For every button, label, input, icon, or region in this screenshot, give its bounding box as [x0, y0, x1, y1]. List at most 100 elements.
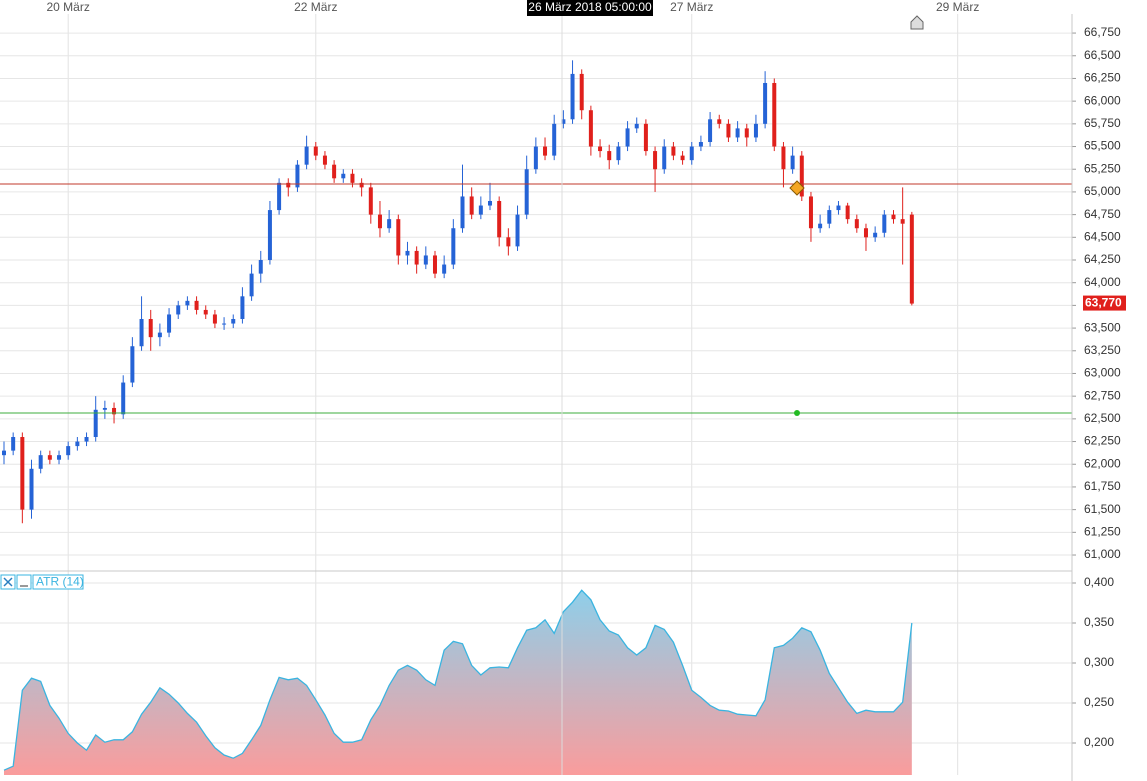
candle-body	[66, 446, 71, 456]
candle-body	[854, 219, 859, 229]
candle-body	[698, 141, 703, 147]
candle-body	[845, 205, 850, 220]
y-tick-label: 0,200	[1084, 735, 1114, 749]
candle-body	[863, 228, 868, 238]
candle-body	[570, 73, 575, 120]
candle-body	[185, 300, 190, 306]
y-tick-label: 61,250	[1084, 525, 1121, 539]
candle-body	[671, 146, 676, 156]
home-icon[interactable]	[910, 15, 924, 30]
candle-body	[84, 437, 89, 442]
candle-body	[708, 119, 713, 142]
y-tick-label: 64,750	[1084, 207, 1121, 221]
candle-body	[75, 441, 80, 447]
candle-body	[900, 219, 905, 224]
candle-body	[414, 250, 419, 265]
y-tick-label: 65,250	[1084, 161, 1121, 175]
candle-body	[332, 164, 337, 179]
candle-body	[790, 155, 795, 170]
candle-body	[552, 123, 557, 156]
candle-body	[533, 146, 538, 170]
candle-body	[497, 200, 502, 238]
y-tick-label: 63,500	[1084, 320, 1121, 334]
area-line	[3, 589, 913, 771]
candle-body	[377, 214, 382, 229]
last-price-label: 63,770	[1085, 296, 1122, 310]
y-tick-label: 0,300	[1084, 655, 1114, 669]
candle-body	[203, 309, 208, 315]
close-icon	[3, 577, 13, 587]
y-tick-label: 62,500	[1084, 411, 1121, 425]
candle-body	[717, 119, 722, 124]
candle-body	[130, 346, 135, 383]
candle-body	[524, 169, 529, 215]
candle-body	[102, 407, 107, 410]
candle-body	[735, 128, 740, 138]
candle-body	[772, 82, 777, 147]
x-tick-label: 20 März	[47, 0, 90, 14]
candle-body	[313, 146, 318, 156]
last-price-box	[1083, 295, 1126, 311]
marks	[0, 60, 1072, 775]
candle-body	[643, 123, 648, 152]
candle-body	[882, 214, 887, 233]
candle-body	[112, 407, 117, 415]
candle-body	[689, 146, 694, 161]
candle-body	[781, 146, 786, 170]
candle-body	[359, 182, 364, 188]
candle-body	[836, 205, 841, 211]
y-tick-label: 0,350	[1084, 615, 1114, 629]
candle-body	[753, 123, 758, 138]
y-tick-label: 0,400	[1084, 575, 1114, 589]
candle-body	[744, 128, 749, 138]
y-tick-label: 62,000	[1084, 456, 1121, 470]
candle-body	[167, 314, 172, 333]
candle-body	[478, 205, 483, 215]
candle-body	[616, 146, 621, 161]
minimize-button[interactable]	[16, 574, 32, 590]
y-tick-label: 64,250	[1084, 252, 1121, 266]
y-tick-label: 66,750	[1084, 25, 1121, 39]
area-fill	[4, 590, 912, 775]
y-tick-label: 66,250	[1084, 71, 1121, 85]
candle-body	[194, 300, 199, 310]
candle-body	[258, 260, 263, 274]
candle-body	[231, 319, 236, 324]
y-tick-label: 66,000	[1084, 93, 1121, 107]
candle-body	[827, 210, 832, 224]
indicator-box[interactable]	[32, 574, 84, 590]
candle-body	[726, 123, 731, 138]
candle-body	[240, 296, 245, 320]
candle-body	[432, 255, 437, 274]
candle-body	[157, 332, 162, 338]
candle-body	[818, 223, 823, 229]
candle-body	[20, 437, 25, 510]
y-tick-label: 61,500	[1084, 502, 1121, 516]
candle-body	[396, 219, 401, 256]
candle-body	[808, 196, 813, 229]
y-tick-label: 65,000	[1084, 184, 1121, 198]
y-tick-label: 65,500	[1084, 139, 1121, 153]
candle-body	[607, 151, 612, 161]
y-tick-label: 64,500	[1084, 229, 1121, 243]
y-tick-label: 61,000	[1084, 547, 1121, 561]
candle-body	[873, 232, 878, 238]
candle-body	[368, 187, 373, 215]
y-tick-label: 63,250	[1084, 343, 1121, 357]
candle-body	[121, 382, 126, 415]
candle-body	[176, 305, 181, 315]
y-tick-label: 65,750	[1084, 116, 1121, 130]
candle-body	[267, 210, 272, 261]
candle-body	[322, 155, 327, 165]
candle-body	[11, 437, 16, 451]
candle-body	[29, 468, 34, 510]
candle-body	[47, 455, 52, 460]
candle-body	[625, 128, 630, 147]
candle-body	[451, 228, 456, 265]
candle-body	[909, 214, 914, 304]
crosshair-box	[527, 0, 653, 16]
candle-body	[93, 409, 98, 438]
candle-body	[598, 146, 603, 152]
candle-body	[222, 323, 227, 325]
candle-body	[139, 319, 144, 347]
